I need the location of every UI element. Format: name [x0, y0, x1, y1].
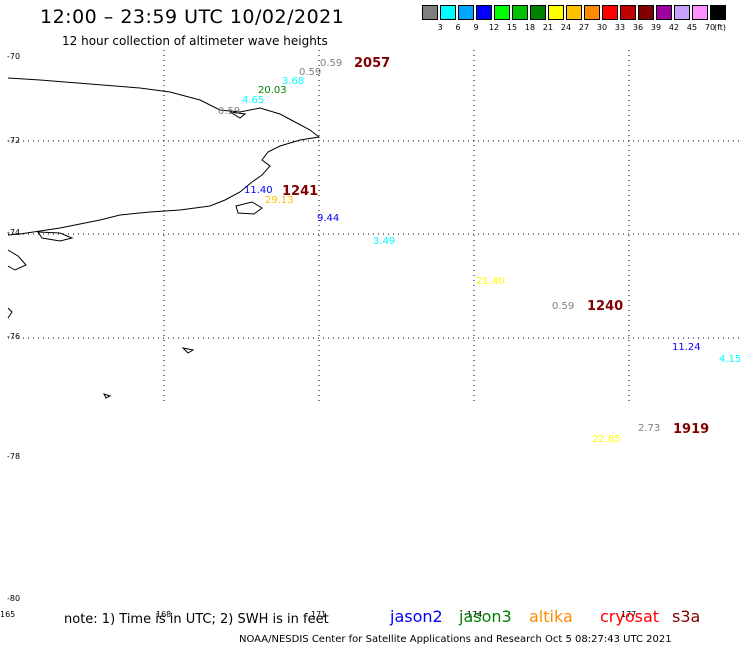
legend-level: 27: [578, 23, 590, 32]
legend-level: 30: [596, 23, 608, 32]
wave-height-value: 11.40: [244, 185, 273, 196]
legend-level: 70: [704, 23, 716, 32]
legend-level: 24: [560, 23, 572, 32]
lat-label: -76: [7, 332, 21, 341]
legend-level: 45: [686, 23, 698, 32]
lat-label: -74: [7, 228, 21, 237]
wave-height-value: 2.73: [638, 423, 661, 434]
legend-unit: (ft): [713, 23, 727, 32]
legend-swatch: [440, 5, 456, 20]
legend-swatch: [530, 5, 546, 20]
sat-s3a: s3a: [672, 607, 701, 626]
lat-label: -80: [7, 594, 21, 603]
legend-swatch: [674, 5, 690, 20]
legend-level: 3: [437, 23, 443, 32]
lon-label: 165: [0, 610, 16, 619]
legend-swatch: [656, 5, 672, 20]
wave-height-value: 4.15: [719, 354, 740, 365]
legend-level: 15: [506, 23, 518, 32]
wave-height-value: 29.13: [265, 195, 294, 206]
legend-level: 33: [614, 23, 626, 32]
lat-label: -72: [7, 136, 21, 145]
sat-jason3: jason3: [459, 607, 512, 626]
legend-swatch: [548, 5, 564, 20]
legend-swatch: [494, 5, 510, 20]
legend-swatch: [458, 5, 474, 20]
wave-height-value: 0.59: [552, 301, 575, 312]
rev-label: 1241: [282, 184, 319, 199]
legend-level: 18: [524, 23, 536, 32]
page-title: 12:00 – 23:59 UTC 10/02/2021: [40, 6, 345, 28]
wave-height-value: 11.24: [672, 342, 701, 353]
sat-cryosat: cryosat: [600, 607, 660, 626]
wave-height-value: 20.03: [258, 85, 287, 96]
lat-label: -78: [7, 452, 21, 461]
lon-label: 171: [311, 610, 327, 619]
legend-swatch: [566, 5, 582, 20]
legend-swatch: [692, 5, 708, 20]
coastline: [7, 77, 321, 399]
legend-level: 6: [455, 23, 461, 32]
legend-swatch: [710, 5, 726, 20]
legend-level: 9: [473, 23, 479, 32]
credit-line: NOAA/NESDIS Center for Satellite Applica…: [239, 634, 672, 645]
graticule: [8, 50, 740, 405]
sat-altika: altika: [529, 607, 573, 626]
lon-label: -174: [464, 610, 483, 619]
lon-label: 168: [156, 610, 172, 619]
wave-height-value: 22.85: [592, 434, 621, 445]
legend-swatch: [620, 5, 636, 20]
legend-swatch: [476, 5, 492, 20]
legend-level: 39: [650, 23, 662, 32]
sat-jason2: jason2: [390, 607, 443, 626]
legend-level: 21: [542, 23, 554, 32]
lat-label: -70: [7, 52, 21, 61]
legend-level: 12: [488, 23, 500, 32]
legend-swatch: [602, 5, 618, 20]
lon-label: 177: [621, 610, 637, 619]
legend-swatch: [512, 5, 528, 20]
wave-height-value: 0.59: [299, 67, 322, 78]
wave-height-value: 0.59: [218, 106, 241, 117]
wave-height-value: 4.65: [242, 95, 265, 106]
footnote: note: 1) Time is in UTC; 2) SWH is in fe…: [64, 612, 329, 627]
page-subtitle: 12 hour collection of altimeter wave hei…: [62, 34, 328, 48]
legend-swatch: [584, 5, 600, 20]
rev-label: 2057: [354, 56, 391, 71]
wave-height-value: 3.49: [373, 236, 396, 247]
legend-swatch: [422, 5, 438, 20]
rev-label: 1240: [587, 299, 624, 314]
legend-swatch: [638, 5, 654, 20]
wave-height-value: 3.68: [282, 76, 305, 87]
legend-level: 42: [668, 23, 680, 32]
rev-label: 1919: [673, 422, 710, 437]
legend-level: 36: [632, 23, 644, 32]
wave-height-value: 0.59: [320, 58, 343, 69]
wave-height-value: 21.40: [476, 276, 505, 287]
wave-height-value: 9.44: [317, 213, 340, 224]
